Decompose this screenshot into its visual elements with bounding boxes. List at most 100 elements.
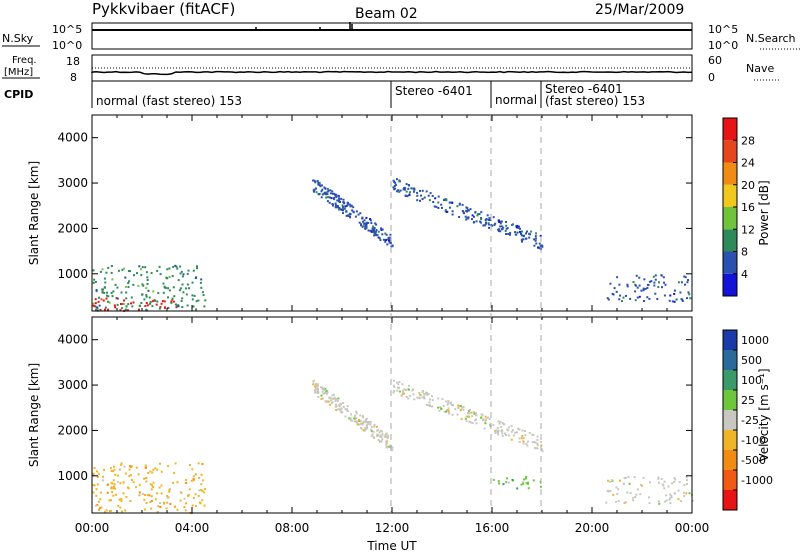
range-cell (327, 400, 330, 403)
range-cell (521, 238, 524, 241)
range-cell (541, 450, 544, 453)
range-cell (350, 413, 352, 416)
range-cell (517, 427, 520, 430)
range-cell (105, 294, 108, 297)
range-cell (162, 291, 165, 294)
range-cell (408, 193, 411, 196)
range-cell (200, 489, 203, 491)
range-cell (338, 405, 341, 408)
range-cell (201, 463, 204, 465)
range-cell (145, 287, 148, 290)
range-cell (171, 297, 174, 300)
nsky-spikes (255, 22, 353, 30)
range-cell (141, 293, 144, 296)
range-cell (525, 482, 528, 485)
range-cell (124, 308, 127, 311)
y-tick-label: 4000 (57, 131, 88, 145)
range-cell (459, 405, 462, 407)
range-cell (391, 446, 394, 449)
range-cell (664, 500, 666, 503)
velocity-axes: 1000 2000 3000 4000 (57, 317, 693, 513)
range-cell (469, 421, 472, 424)
range-cell (155, 303, 158, 306)
range-cell (103, 291, 106, 294)
range-cell (626, 491, 629, 494)
range-cell (337, 200, 340, 203)
range-cell (185, 287, 188, 290)
range-cell (194, 493, 197, 496)
range-cell (133, 274, 135, 277)
range-cell (141, 493, 144, 495)
range-cell (437, 397, 440, 400)
range-cell (200, 483, 203, 486)
range-cell (184, 509, 187, 512)
range-cell (475, 220, 478, 223)
range-cell (485, 221, 487, 224)
range-cell (687, 279, 689, 281)
range-cell (192, 478, 195, 480)
range-cell (355, 420, 358, 423)
range-cell (369, 229, 372, 232)
range-cell (444, 209, 447, 212)
range-cell (393, 188, 396, 191)
range-cell (382, 238, 385, 241)
range-cell (629, 492, 632, 494)
range-cell (338, 208, 341, 211)
range-cell (158, 265, 161, 268)
range-cell (383, 435, 386, 438)
range-cell (389, 236, 391, 239)
colorbar-tick-label: 4 (741, 268, 748, 281)
range-cell (507, 426, 510, 429)
range-cell (402, 188, 405, 191)
range-cell (483, 427, 486, 430)
range-cell (447, 407, 450, 410)
range-cell (106, 491, 109, 494)
range-cell (367, 229, 370, 232)
range-cell (475, 412, 478, 414)
range-cell (141, 266, 144, 269)
range-cell (123, 303, 125, 306)
range-cell (360, 224, 362, 227)
range-cell (670, 494, 673, 497)
range-cell (124, 276, 127, 279)
range-cell (325, 389, 328, 392)
range-cell (634, 284, 637, 287)
range-cell (172, 265, 175, 268)
range-cell (201, 291, 204, 294)
range-cell (103, 308, 106, 311)
range-cell (688, 293, 691, 296)
range-cell (115, 297, 118, 300)
range-cell (174, 264, 177, 267)
range-cell (146, 494, 149, 497)
range-cell (375, 223, 378, 226)
range-cell (534, 447, 537, 450)
range-cell (137, 284, 140, 287)
range-cell (329, 189, 332, 192)
range-cell (654, 274, 657, 277)
range-cell (407, 388, 410, 391)
colorbar-tick-label: 28 (741, 134, 755, 147)
range-cell (616, 493, 619, 495)
nsearch-tick-bottom: 10^0 (708, 39, 738, 52)
range-cell (201, 499, 204, 502)
colorbar-cell (723, 410, 737, 430)
range-cell (321, 390, 324, 393)
range-cell (337, 205, 339, 208)
range-cell (99, 308, 102, 311)
range-cell (129, 465, 131, 468)
range-cell (388, 241, 391, 244)
range-cell (425, 190, 428, 193)
range-cell (363, 219, 366, 222)
range-cell (684, 276, 687, 279)
range-cell (146, 283, 149, 285)
range-cell (132, 283, 135, 286)
nsearch-label: N.Search (746, 32, 796, 45)
range-cell (191, 504, 194, 507)
range-cell (191, 298, 194, 301)
range-cell (331, 192, 334, 195)
range-cell (393, 185, 396, 187)
range-cell (342, 405, 345, 408)
range-cell (638, 295, 641, 298)
range-cell (369, 219, 372, 222)
range-cell (518, 441, 521, 443)
